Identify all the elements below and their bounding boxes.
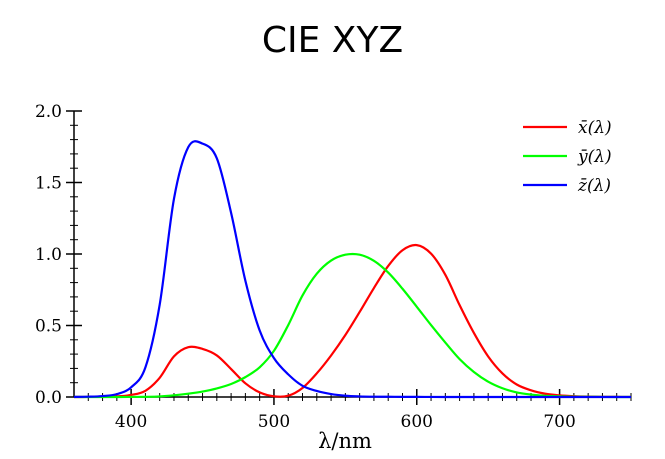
y-tick-label: 2.0 xyxy=(35,102,62,122)
y-tick-label: 1.0 xyxy=(35,245,62,265)
series-line xyxy=(73,140,631,399)
x-tick-label: 400 xyxy=(115,412,147,432)
x-tick-label: 700 xyxy=(543,412,575,432)
x-tick-label: 500 xyxy=(258,412,290,432)
axes: 0.0 0.5 1.0 1.5 2.0 400 500 600 700 xyxy=(35,102,632,432)
x-axis-label: λ/nm xyxy=(318,429,372,453)
y-tick-label: 0.0 xyxy=(35,388,62,408)
y-tick-label: 0.5 xyxy=(35,317,62,337)
y-tick-label: 1.5 xyxy=(35,174,62,194)
chart-title: CIE XYZ xyxy=(261,20,404,61)
legend-label: z̄(λ) xyxy=(577,176,611,196)
series-line xyxy=(74,252,632,399)
legend-label: x̄(λ) xyxy=(578,118,612,138)
legend: x̄(λ) ȳ(λ) z̄(λ) xyxy=(523,118,612,196)
series-layer xyxy=(73,140,632,399)
series-line xyxy=(73,243,632,399)
legend-label: ȳ(λ) xyxy=(577,147,612,167)
x-tick-label: 600 xyxy=(401,412,433,432)
